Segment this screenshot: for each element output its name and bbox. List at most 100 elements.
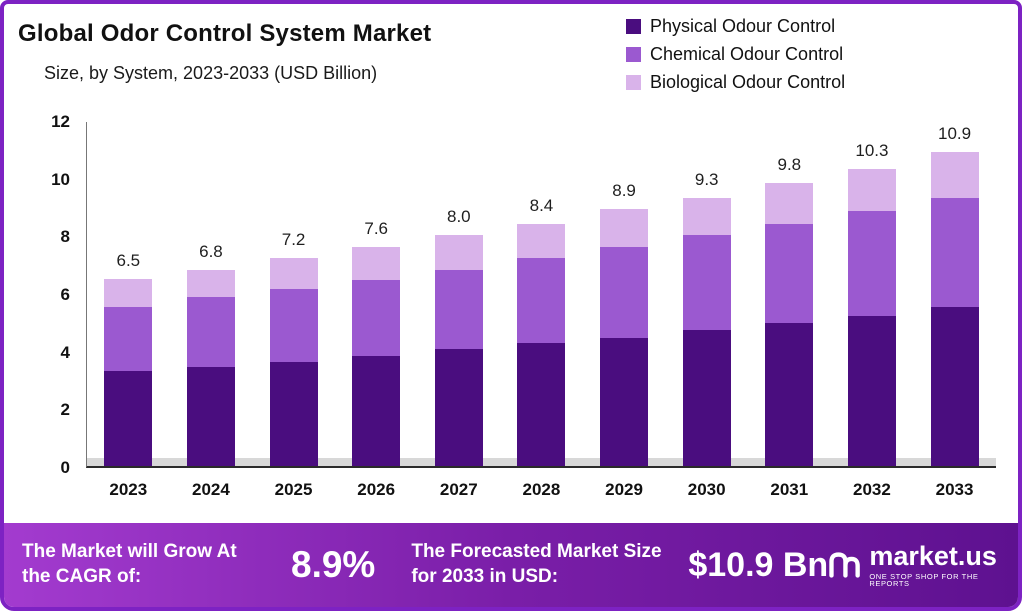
x-tick-label: 2032 <box>853 480 891 499</box>
y-tick-label: 8 <box>60 227 70 247</box>
x-tick-label: 2024 <box>192 480 230 499</box>
bar-segment-chemical <box>269 288 318 363</box>
bar-segment-biological <box>186 269 235 298</box>
legend-swatch-chemical-icon <box>626 47 641 62</box>
bar-segment-physical <box>930 307 979 466</box>
x-tick-label: 2027 <box>439 480 478 499</box>
bar-total-label: 7.6 <box>364 218 388 238</box>
footer-banner: The Market will Grow At the CAGR of: 8.9… <box>4 523 1018 607</box>
bar-total-label: 6.8 <box>199 241 223 261</box>
brand-name: market.us <box>869 540 997 571</box>
bar-column: 7.2 2025 <box>269 122 318 499</box>
brand-tagline: ONE STOP SHOP FOR THE REPORTS <box>869 571 979 588</box>
bar-column: 8.0 2027 <box>434 122 483 499</box>
bar-segment-physical <box>517 343 566 466</box>
legend-item-biological: Biological Odour Control <box>626 72 845 93</box>
bar-total-label: 8.4 <box>529 195 554 215</box>
bar-segment-biological <box>434 235 483 270</box>
bar-segment-chemical <box>765 223 814 324</box>
x-tick-label: 2029 <box>605 480 643 499</box>
bar-column: 7.6 2026 <box>352 122 401 499</box>
y-tick-label: 6 <box>60 285 70 304</box>
bar-segment-biological <box>269 258 318 289</box>
bar-segment-biological <box>104 278 153 308</box>
bar-column: 10.9 2033 <box>930 122 979 499</box>
bar-stack <box>186 269 235 466</box>
bar-total-label: 10.9 <box>938 123 972 143</box>
bar-segment-physical <box>682 330 731 466</box>
marketus-logo: market.us ONE STOP SHOP FOR THE REPORTS <box>828 540 1002 588</box>
y-tick-label: 4 <box>60 342 70 362</box>
bar-segment-biological <box>352 246 401 281</box>
bar-segment-biological <box>847 169 896 211</box>
bar-segment-physical <box>186 366 235 466</box>
x-tick-label: 2026 <box>357 480 396 499</box>
bar-total-label: 9.3 <box>694 169 719 189</box>
bar-column: 6.8 2024 <box>186 122 235 499</box>
bar-stack <box>104 278 153 466</box>
bar-segment-chemical <box>517 258 566 344</box>
bar-segment-chemical <box>186 297 235 367</box>
bar-segment-physical <box>269 362 318 466</box>
bar-segment-chemical <box>930 197 979 308</box>
y-tick-label: 0 <box>60 458 70 477</box>
legend-label-chemical: Chemical Odour Control <box>650 44 844 64</box>
chart-subtitle: Size, by System, 2023-2033 (USD Billion) <box>44 63 378 83</box>
plot-area: 6.5 2023 6.8 2024 7.2 2025 7.6 2026 8.0 2027 8.4 20… <box>86 122 996 499</box>
bar-segment-chemical <box>847 210 896 317</box>
x-tick-label: 2031 <box>770 480 809 499</box>
bar-total-label: 9.8 <box>777 155 802 175</box>
bar-stack <box>269 258 318 466</box>
x-tick-label: 2033 <box>935 480 974 499</box>
chart-area: 0 2 4 6 8 10 12 6.5 2023 6.8 2024 7.2 2025 7.6 2026 8.… <box>30 112 996 499</box>
legend: Physical Odour Control Chemical Odour Co… <box>626 16 845 93</box>
bar-total-label: 8.0 <box>446 207 471 227</box>
bar-segment-chemical <box>352 280 401 357</box>
bar-stack <box>682 197 731 466</box>
bar-stack <box>352 246 401 466</box>
bar-segment-physical <box>847 316 896 466</box>
legend-item-chemical: Chemical Odour Control <box>626 44 845 65</box>
bar-segment-biological <box>682 197 731 236</box>
bar-segment-physical <box>765 323 814 466</box>
legend-label-physical: Physical Odour Control <box>650 16 836 36</box>
y-axis: 0 2 4 6 8 10 12 <box>30 112 76 477</box>
bar-segment-chemical <box>600 246 649 338</box>
legend-swatch-biological-icon <box>626 75 641 90</box>
bar-total-label: 7.2 <box>281 230 306 250</box>
bar-segment-chemical <box>682 235 731 331</box>
bar-stack <box>765 183 814 466</box>
bar-column: 10.3 2032 <box>847 122 896 499</box>
y-tick-label: 2 <box>60 400 70 420</box>
bar-column: 9.8 2031 <box>765 122 814 499</box>
chart-header: Global Odor Control System Market Size, … <box>18 20 431 84</box>
bar-column: 8.9 2029 <box>600 122 649 499</box>
bar-total-label: 10.3 <box>855 141 889 161</box>
y-tick-label: 10 <box>51 169 70 189</box>
chart-title: Global Odor Control System Market <box>18 20 432 47</box>
y-tick-label: 12 <box>51 112 70 131</box>
cagr-label: The Market will Grow At the CAGR of: <box>22 541 237 587</box>
bar-total-label: 8.9 <box>612 181 636 201</box>
bar-stack <box>847 169 896 466</box>
bar-column: 6.5 2023 <box>104 122 153 499</box>
bar-segment-biological <box>517 223 566 259</box>
bar-segment-biological <box>765 183 814 224</box>
bar-stack <box>930 151 979 466</box>
bar-segment-physical <box>104 370 153 466</box>
bar-segment-chemical <box>104 307 153 371</box>
bar-column: 8.4 2028 <box>517 122 566 499</box>
forecast-label: The Forecasted Market Size for 2033 in U… <box>411 541 662 587</box>
marketus-logo-icon <box>829 552 861 578</box>
bar-segment-physical <box>352 356 401 466</box>
x-tick-label: 2028 <box>522 480 561 499</box>
bar-stack <box>434 235 483 466</box>
x-tick-label: 2023 <box>109 480 148 499</box>
bar-stack <box>517 223 566 466</box>
brand-text: market.us ONE STOP SHOP FOR THE REPORTS <box>869 540 1002 588</box>
legend-item-physical: Physical Odour Control <box>626 16 845 37</box>
bar-segment-biological <box>600 209 649 247</box>
cagr-value: 8.9% <box>291 544 376 585</box>
bar-segment-physical <box>600 337 649 466</box>
